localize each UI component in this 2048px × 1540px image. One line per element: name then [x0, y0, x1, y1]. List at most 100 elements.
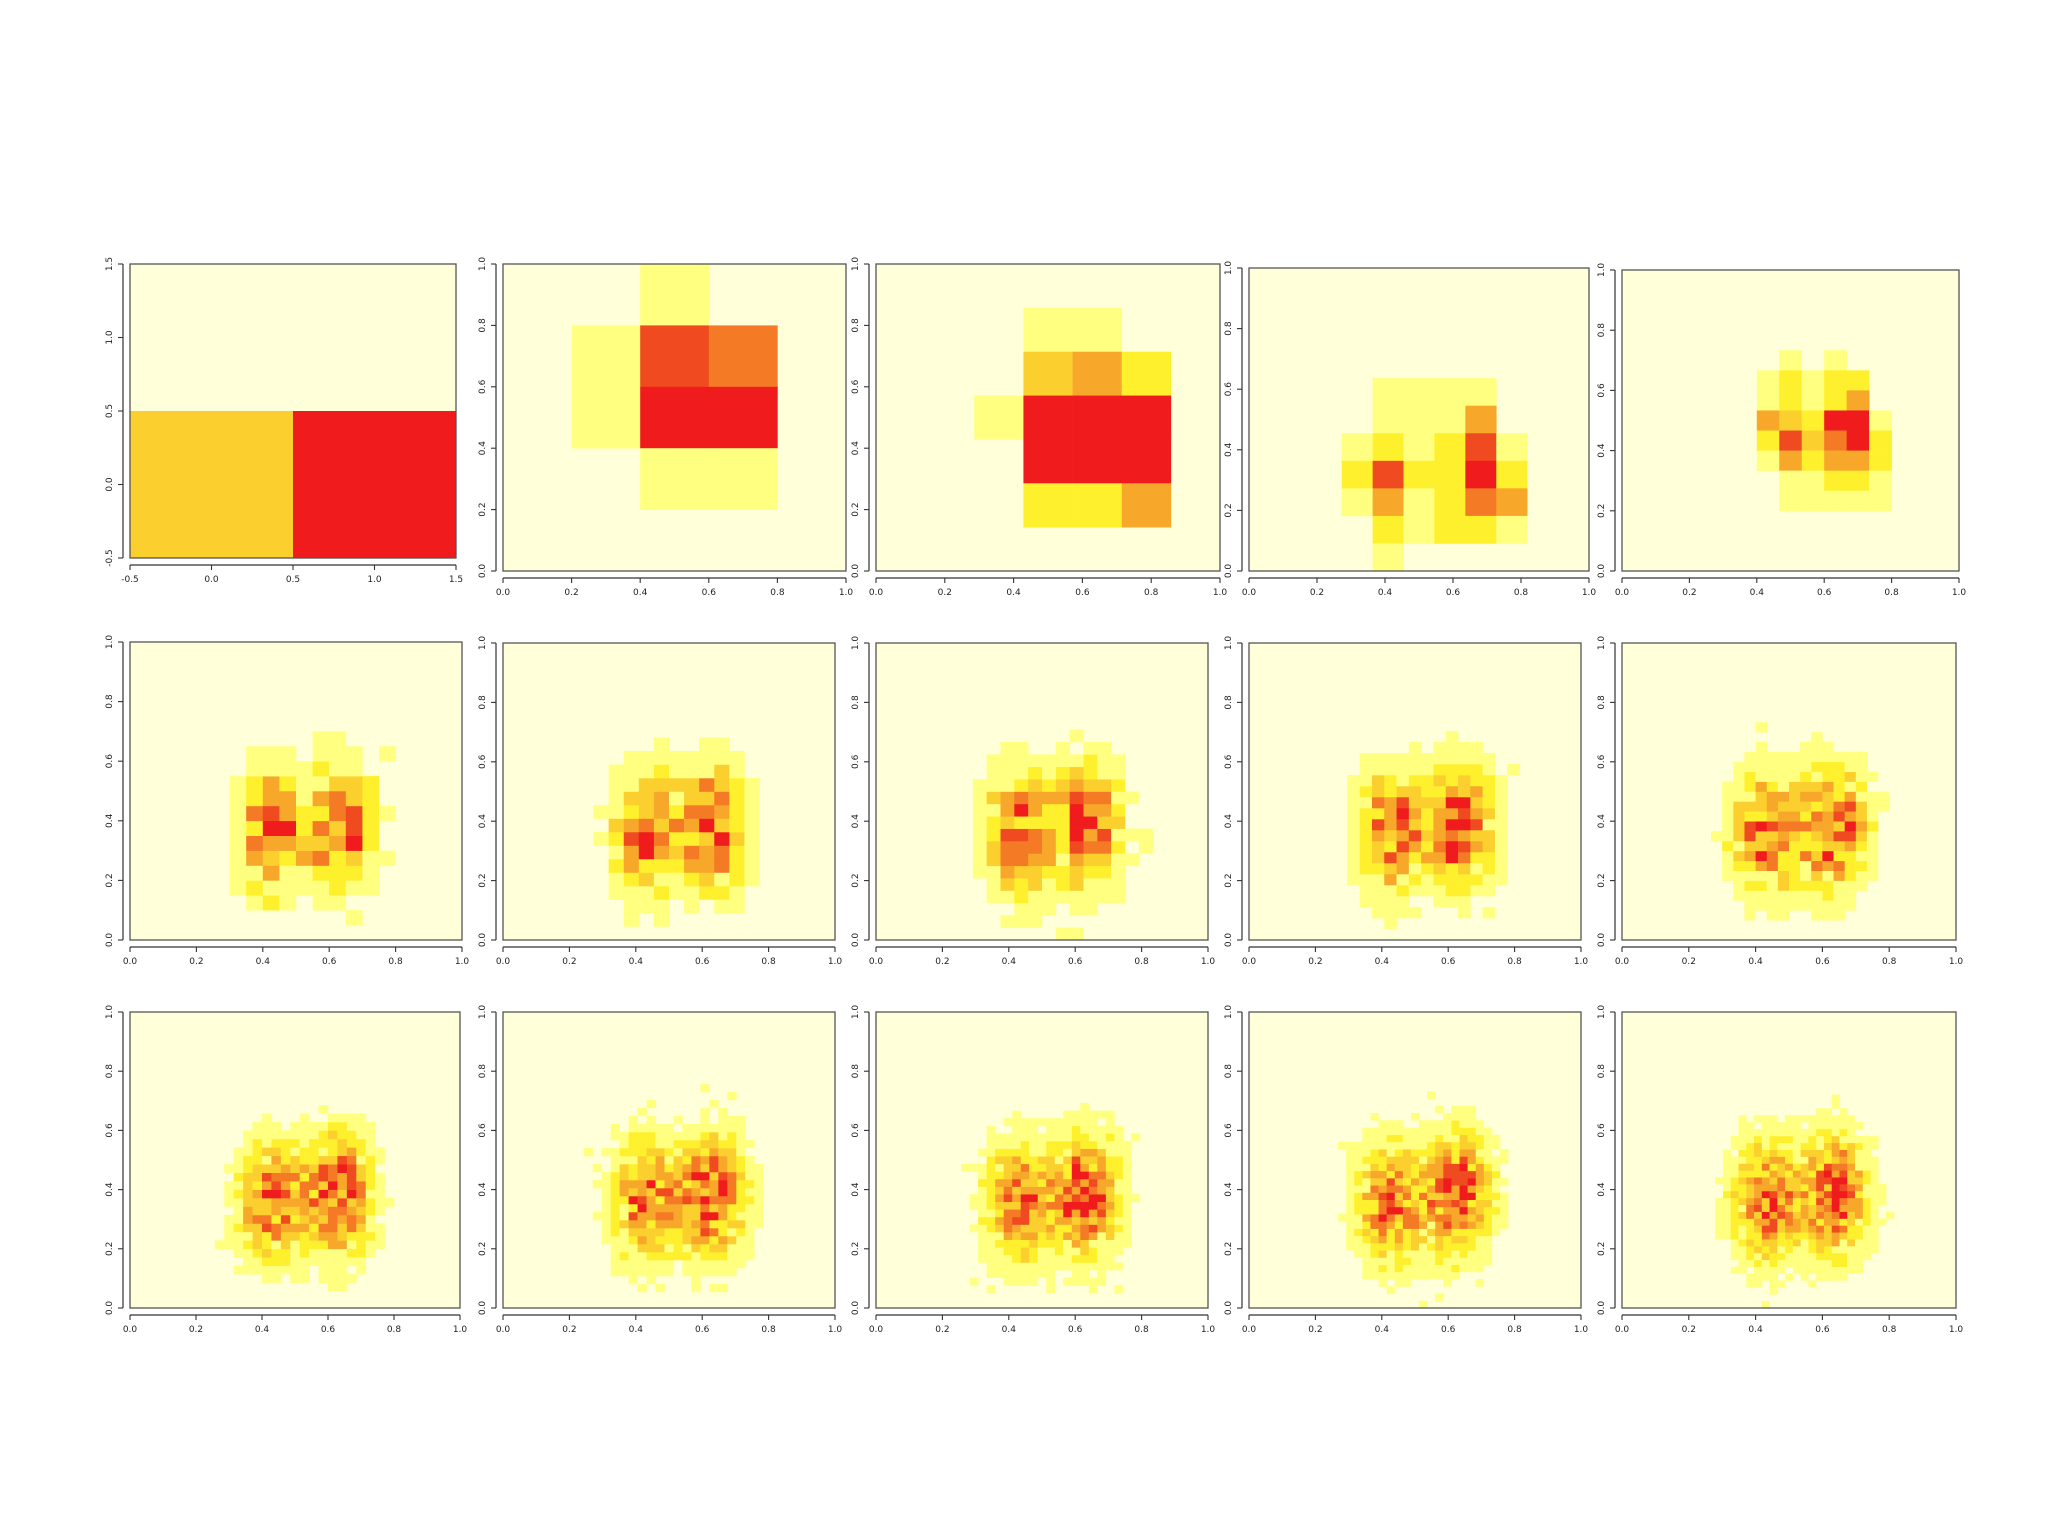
heatmap-cell	[608, 872, 625, 887]
heatmap-cell	[1105, 1178, 1115, 1187]
heatmap-cell	[700, 1244, 710, 1253]
heatmap-cell	[637, 1140, 647, 1149]
heatmap-cell	[1754, 1156, 1763, 1164]
heatmap-cell	[1384, 819, 1397, 831]
heatmap-cell	[1105, 1194, 1115, 1203]
heatmap-cell	[1755, 771, 1768, 782]
x-tick-label: -0.5	[121, 575, 139, 585]
heatmap-cell	[646, 1212, 656, 1221]
heatmap-cell	[1402, 1235, 1412, 1244]
heatmap-cell	[1831, 1218, 1840, 1226]
x-tick-label: 0.2	[1310, 588, 1324, 598]
heatmap-cell	[1792, 1266, 1801, 1274]
heatmap-cell	[1458, 742, 1471, 754]
heatmap-cell	[1816, 1225, 1825, 1233]
heatmap-cell	[1800, 811, 1812, 822]
heatmap-cell	[1766, 801, 1779, 812]
heatmap-cell	[1777, 1122, 1786, 1130]
heatmap-cell	[1410, 1149, 1420, 1157]
heatmap-cell	[736, 1228, 746, 1237]
heatmap-cell	[608, 791, 625, 806]
heatmap-cell	[1435, 1235, 1444, 1244]
heatmap-cell	[1789, 831, 1801, 842]
heatmap-cell	[1808, 1225, 1817, 1233]
x-tick-label: 0.2	[1682, 588, 1696, 598]
heatmap-cell	[646, 1252, 656, 1261]
heatmap-cell	[1029, 1163, 1039, 1172]
heatmap-cell	[329, 835, 347, 851]
heatmap-cell	[972, 803, 987, 817]
heatmap-cell	[1785, 1122, 1794, 1130]
heatmap-cell	[346, 1214, 357, 1224]
heatmap-cell	[623, 832, 640, 846]
heatmap-cell	[1833, 870, 1845, 881]
heatmap-cell	[1811, 791, 1823, 802]
heatmap-cell	[1122, 1216, 1132, 1225]
heatmap-cell	[1777, 1184, 1786, 1192]
heatmap-cell	[1500, 1156, 1509, 1164]
heatmap-cell	[995, 1178, 1004, 1187]
heatmap-cell	[1722, 870, 1734, 881]
heatmap-cell	[1125, 828, 1140, 842]
heatmap-cell	[1080, 1239, 1090, 1248]
heatmap-cell	[1410, 1228, 1420, 1237]
heatmap-cell	[1823, 1211, 1833, 1219]
heatmap-cell	[328, 1189, 338, 1199]
heatmap-cell	[646, 1180, 656, 1189]
heatmap-cell	[1083, 742, 1098, 755]
heatmap-cell	[1386, 1156, 1396, 1164]
heatmap-cell	[1122, 1239, 1132, 1248]
heatmap-cell	[1823, 1273, 1833, 1281]
heatmap-cell	[1769, 1197, 1778, 1206]
heatmap-cell	[1761, 1177, 1770, 1185]
heatmap-cell	[1346, 1192, 1355, 1201]
heatmap-cell	[1122, 1156, 1132, 1165]
heatmap-cell	[718, 1236, 728, 1245]
heatmap-cell	[1014, 754, 1029, 768]
x-tick-label: 0.6	[1075, 588, 1090, 598]
heatmap-cell	[1003, 1156, 1013, 1165]
heatmap-cell	[1445, 885, 1459, 897]
heatmap-cell	[299, 1138, 310, 1148]
heatmap-cell	[1028, 754, 1043, 768]
heatmap-cell	[1378, 1185, 1387, 1193]
heatmap-cell	[1083, 803, 1098, 817]
y-tick-label: 1.0	[105, 1005, 115, 1020]
heatmap-cell	[1839, 1232, 1848, 1240]
heatmap-cell	[1862, 1170, 1871, 1178]
heatmap-cell	[1419, 1170, 1428, 1179]
heatmap-cell	[1754, 1197, 1763, 1206]
x-tick-label: 0.2	[562, 957, 576, 967]
heatmap-cell	[1427, 1214, 1436, 1222]
heatmap-cell	[700, 1084, 710, 1093]
heatmap-cell	[346, 1223, 357, 1233]
heatmap-cell	[309, 1257, 319, 1267]
heatmap-cell	[328, 1206, 338, 1216]
heatmap-cell	[1483, 1221, 1493, 1229]
heatmap-cell	[978, 1201, 987, 1210]
heatmap-cell	[1451, 1170, 1460, 1179]
heatmap-cell	[601, 1188, 611, 1197]
heatmap-cell	[1467, 1105, 1477, 1114]
heatmap-cell	[1833, 781, 1845, 792]
heatmap-cell	[318, 1257, 329, 1267]
y-tick-label: 0.6	[1224, 1123, 1234, 1138]
y-tick-label: 0.8	[1597, 323, 1607, 338]
heatmap-cell	[1419, 1156, 1428, 1164]
heatmap-cell	[1386, 1127, 1396, 1136]
heatmap-cell	[1870, 1204, 1879, 1212]
x-tick-label: 0.4	[1002, 957, 1017, 967]
heatmap-cell	[1088, 1224, 1098, 1233]
heatmap-cell	[1831, 1197, 1840, 1206]
heatmap-cell	[309, 1147, 319, 1157]
heatmap-cell	[1839, 1163, 1848, 1171]
heatmap-cell	[655, 1212, 665, 1221]
heatmap-cell	[637, 1172, 647, 1181]
heatmap-cell	[986, 1194, 996, 1203]
heatmap-cell	[1386, 1257, 1396, 1265]
heatmap-cell	[262, 776, 280, 792]
heatmap-cell	[1808, 1190, 1817, 1199]
heatmap-cell	[1012, 1270, 1022, 1278]
heatmap-cell	[1785, 1190, 1794, 1199]
heatmap-cell	[1014, 902, 1029, 916]
